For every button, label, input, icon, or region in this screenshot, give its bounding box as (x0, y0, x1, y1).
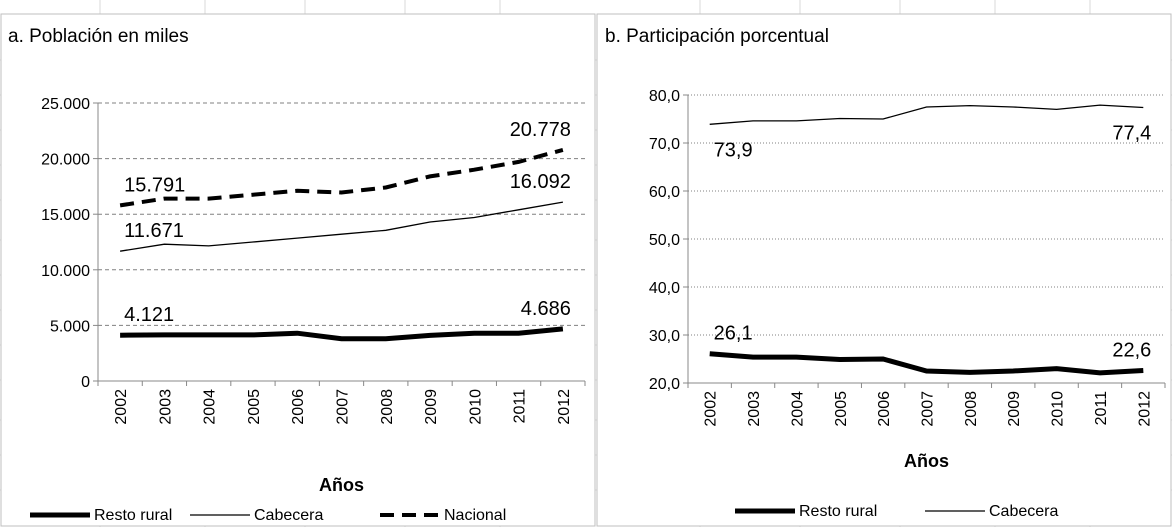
y-tick-label: 15.000 (41, 207, 90, 224)
x-tick-label: 2006 (290, 389, 307, 425)
x-tick-label: 2004 (202, 389, 219, 425)
y-tick-label: 5.000 (50, 318, 90, 335)
series-line (709, 104, 1144, 125)
legend-label: Cabecera (989, 503, 1058, 520)
x-tick-label: 2003 (157, 389, 174, 425)
x-tick-label: 2006 (876, 391, 893, 427)
data-label: 77,4 (1112, 122, 1151, 144)
y-tick-label: 20,0 (649, 376, 680, 393)
data-label: 16.092 (510, 171, 571, 193)
series-line (709, 351, 1144, 376)
chart-title: b. Participación porcentual (605, 26, 829, 47)
y-tick-label: 80,0 (649, 88, 680, 105)
x-tick-label: 2011 (1093, 391, 1110, 426)
y-tick-label: 50,0 (649, 232, 680, 249)
x-tick-label: 2009 (423, 389, 440, 425)
x-tick-label: 2004 (789, 391, 806, 427)
x-tick-label: 2011 (512, 389, 529, 424)
chart-frame (596, 13, 1172, 527)
x-axis-label: Años (319, 475, 364, 495)
y-tick-label: 20.000 (41, 152, 90, 169)
y-tick-label: 30,0 (649, 328, 680, 345)
x-tick-label: 2008 (379, 389, 396, 425)
x-tick-label: 2008 (963, 391, 980, 427)
legend-label: Cabecera (254, 507, 323, 524)
chart-title: a. Población en miles (8, 26, 189, 47)
y-tick-label: 10.000 (41, 263, 90, 280)
series-line (119, 147, 564, 208)
series-line (120, 326, 564, 342)
legend-label: Nacional (444, 507, 506, 524)
x-tick-label: 2010 (1050, 391, 1067, 427)
y-tick-label: 25.000 (41, 96, 90, 113)
data-label: 26,1 (714, 323, 753, 345)
data-label: 73,9 (714, 139, 753, 161)
data-label: 4.121 (124, 304, 174, 326)
legend-label: Resto rural (94, 507, 172, 524)
x-tick-label: 2012 (556, 389, 573, 425)
series-line (119, 201, 564, 252)
x-tick-label: 2002 (113, 389, 130, 425)
x-tick-label: 2005 (833, 391, 850, 427)
data-label: 20.778 (510, 119, 571, 141)
data-label: 22,6 (1112, 340, 1151, 362)
data-label: 4.686 (521, 298, 571, 320)
data-label: 15.791 (124, 174, 185, 196)
x-tick-label: 2002 (703, 391, 720, 427)
x-tick-label: 2005 (246, 389, 263, 425)
x-tick-label: 2007 (335, 389, 352, 425)
y-tick-label: 0 (81, 374, 90, 391)
y-tick-label: 60,0 (649, 184, 680, 201)
y-tick-label: 70,0 (649, 136, 680, 153)
x-tick-label: 2009 (1006, 391, 1023, 427)
x-tick-label: 2010 (467, 389, 484, 425)
x-tick-label: 2007 (920, 391, 937, 427)
x-axis-label: Años (904, 451, 949, 471)
y-tick-label: 40,0 (649, 280, 680, 297)
x-tick-label: 2012 (1136, 391, 1153, 427)
data-label: 11.671 (124, 220, 184, 242)
legend-label: Resto rural (799, 503, 877, 520)
x-tick-label: 2003 (746, 391, 763, 427)
